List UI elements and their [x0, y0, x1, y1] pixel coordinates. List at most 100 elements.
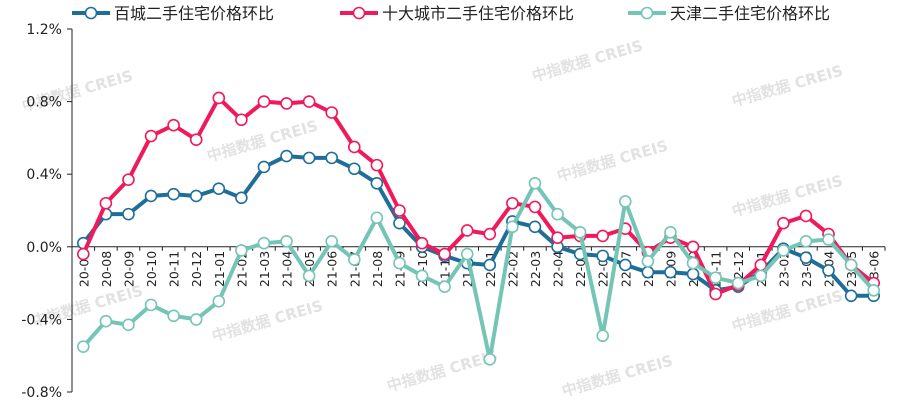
series-3-point [506, 220, 519, 234]
series-1-point [280, 149, 293, 163]
series-3-point [664, 225, 677, 239]
series-3-point [731, 276, 745, 290]
series-2-point [393, 204, 406, 217]
series-3-point [415, 269, 429, 283]
series-3-point [844, 258, 858, 272]
x-tick-label: 22-03 [528, 251, 543, 287]
series-2-point [483, 227, 497, 241]
series-3-point [777, 244, 790, 257]
x-tick-label: 21-01 [212, 251, 227, 287]
legend-label: 百城二手住宅价格环比 [114, 4, 274, 23]
series-3-point [618, 195, 632, 208]
series-2-point [189, 133, 203, 147]
series-1-point [235, 191, 248, 205]
series-3-point [709, 271, 722, 284]
series-2-point [257, 95, 271, 108]
series-3-point [280, 235, 293, 248]
series-2-point [551, 231, 564, 245]
y-tick-label: 0.0% [26, 240, 62, 256]
series-3-point [754, 269, 768, 283]
series-3-point [76, 340, 90, 353]
series-1-point [844, 289, 858, 303]
series-3-point [686, 256, 700, 270]
series-1-point [347, 162, 361, 176]
x-tick-label: 23-02 [776, 251, 791, 287]
x-tick-label: 21-08 [370, 251, 385, 287]
y-tick-label: 0.4% [26, 167, 62, 183]
series-3-point [867, 284, 881, 297]
series-1-point [393, 216, 406, 230]
series-3-point [573, 225, 587, 239]
series-1-point [483, 258, 497, 272]
series-2-point [280, 97, 293, 110]
legend-label: 天津二手住宅价格环比 [670, 4, 830, 23]
series-2-point [528, 200, 542, 214]
x-tick-label: 21-04 [280, 251, 295, 287]
series-3-point [325, 235, 339, 248]
series-3-point [596, 329, 610, 343]
series-2-point [347, 140, 361, 154]
series-2-point [709, 287, 722, 301]
series-2-point [438, 247, 451, 261]
series-1-point [257, 160, 271, 174]
x-tick-label: 20-12 [189, 251, 204, 287]
x-tick-label: 20-07 [76, 251, 91, 287]
series-3-point [144, 298, 158, 312]
series-2-point [460, 224, 474, 237]
series-3-point [302, 269, 316, 283]
series-1-point [799, 251, 813, 264]
series-3-point [822, 233, 835, 246]
x-tick-label: 22-04 [551, 251, 566, 287]
series-2-point [506, 196, 519, 210]
series-3-point [212, 294, 226, 308]
series-3-point [438, 280, 451, 294]
series-3-point [641, 255, 655, 268]
series-2-point [76, 247, 90, 261]
legend-marker [352, 6, 366, 20]
series-2-point [325, 106, 339, 119]
series-1-point [325, 151, 339, 165]
series-3-point [370, 211, 384, 225]
series-2-point [370, 158, 384, 172]
series-3-point [189, 313, 203, 326]
legend-marker [84, 6, 98, 20]
x-tick-label: 21-03 [257, 251, 272, 287]
series-3-point [483, 353, 497, 366]
series-1-point [144, 189, 158, 203]
series-2-point [596, 229, 610, 243]
y-tick-label: 1.2% [26, 22, 62, 38]
series-3-point [347, 253, 361, 266]
series-1-point [822, 264, 835, 277]
series-3-point [551, 207, 564, 221]
y-tick-label: 0.8% [26, 95, 62, 111]
series-3-point [460, 247, 474, 261]
x-tick-label: 21-06 [325, 251, 340, 287]
series-3-point [122, 318, 135, 332]
y-tick-label: -0.4% [21, 312, 62, 328]
series-1-point [641, 265, 655, 279]
series-2-point [144, 129, 158, 143]
series-2-point [302, 95, 316, 108]
series-2-point [99, 196, 113, 210]
series-2-point [799, 209, 813, 223]
series-1-point [618, 258, 632, 272]
series-2-point [777, 216, 790, 230]
series-2-point [167, 118, 180, 132]
legend-label: 十大城市二手住宅价格环比 [382, 4, 574, 23]
series-3-point [167, 309, 180, 323]
series-1-point [686, 267, 700, 281]
series-2-point [686, 240, 700, 254]
series-3-point [393, 256, 406, 270]
series-1-point [122, 207, 135, 221]
series-2-point [415, 236, 429, 250]
series-1-point [167, 187, 180, 201]
series-3-point [799, 235, 813, 248]
series-3-point [99, 314, 113, 328]
x-tick-label: 20-08 [99, 251, 114, 287]
series-1-point [528, 220, 542, 234]
legend-marker [640, 6, 654, 20]
series-3-point [235, 244, 248, 257]
series-2-point [122, 173, 135, 186]
series-1-point [664, 265, 677, 279]
